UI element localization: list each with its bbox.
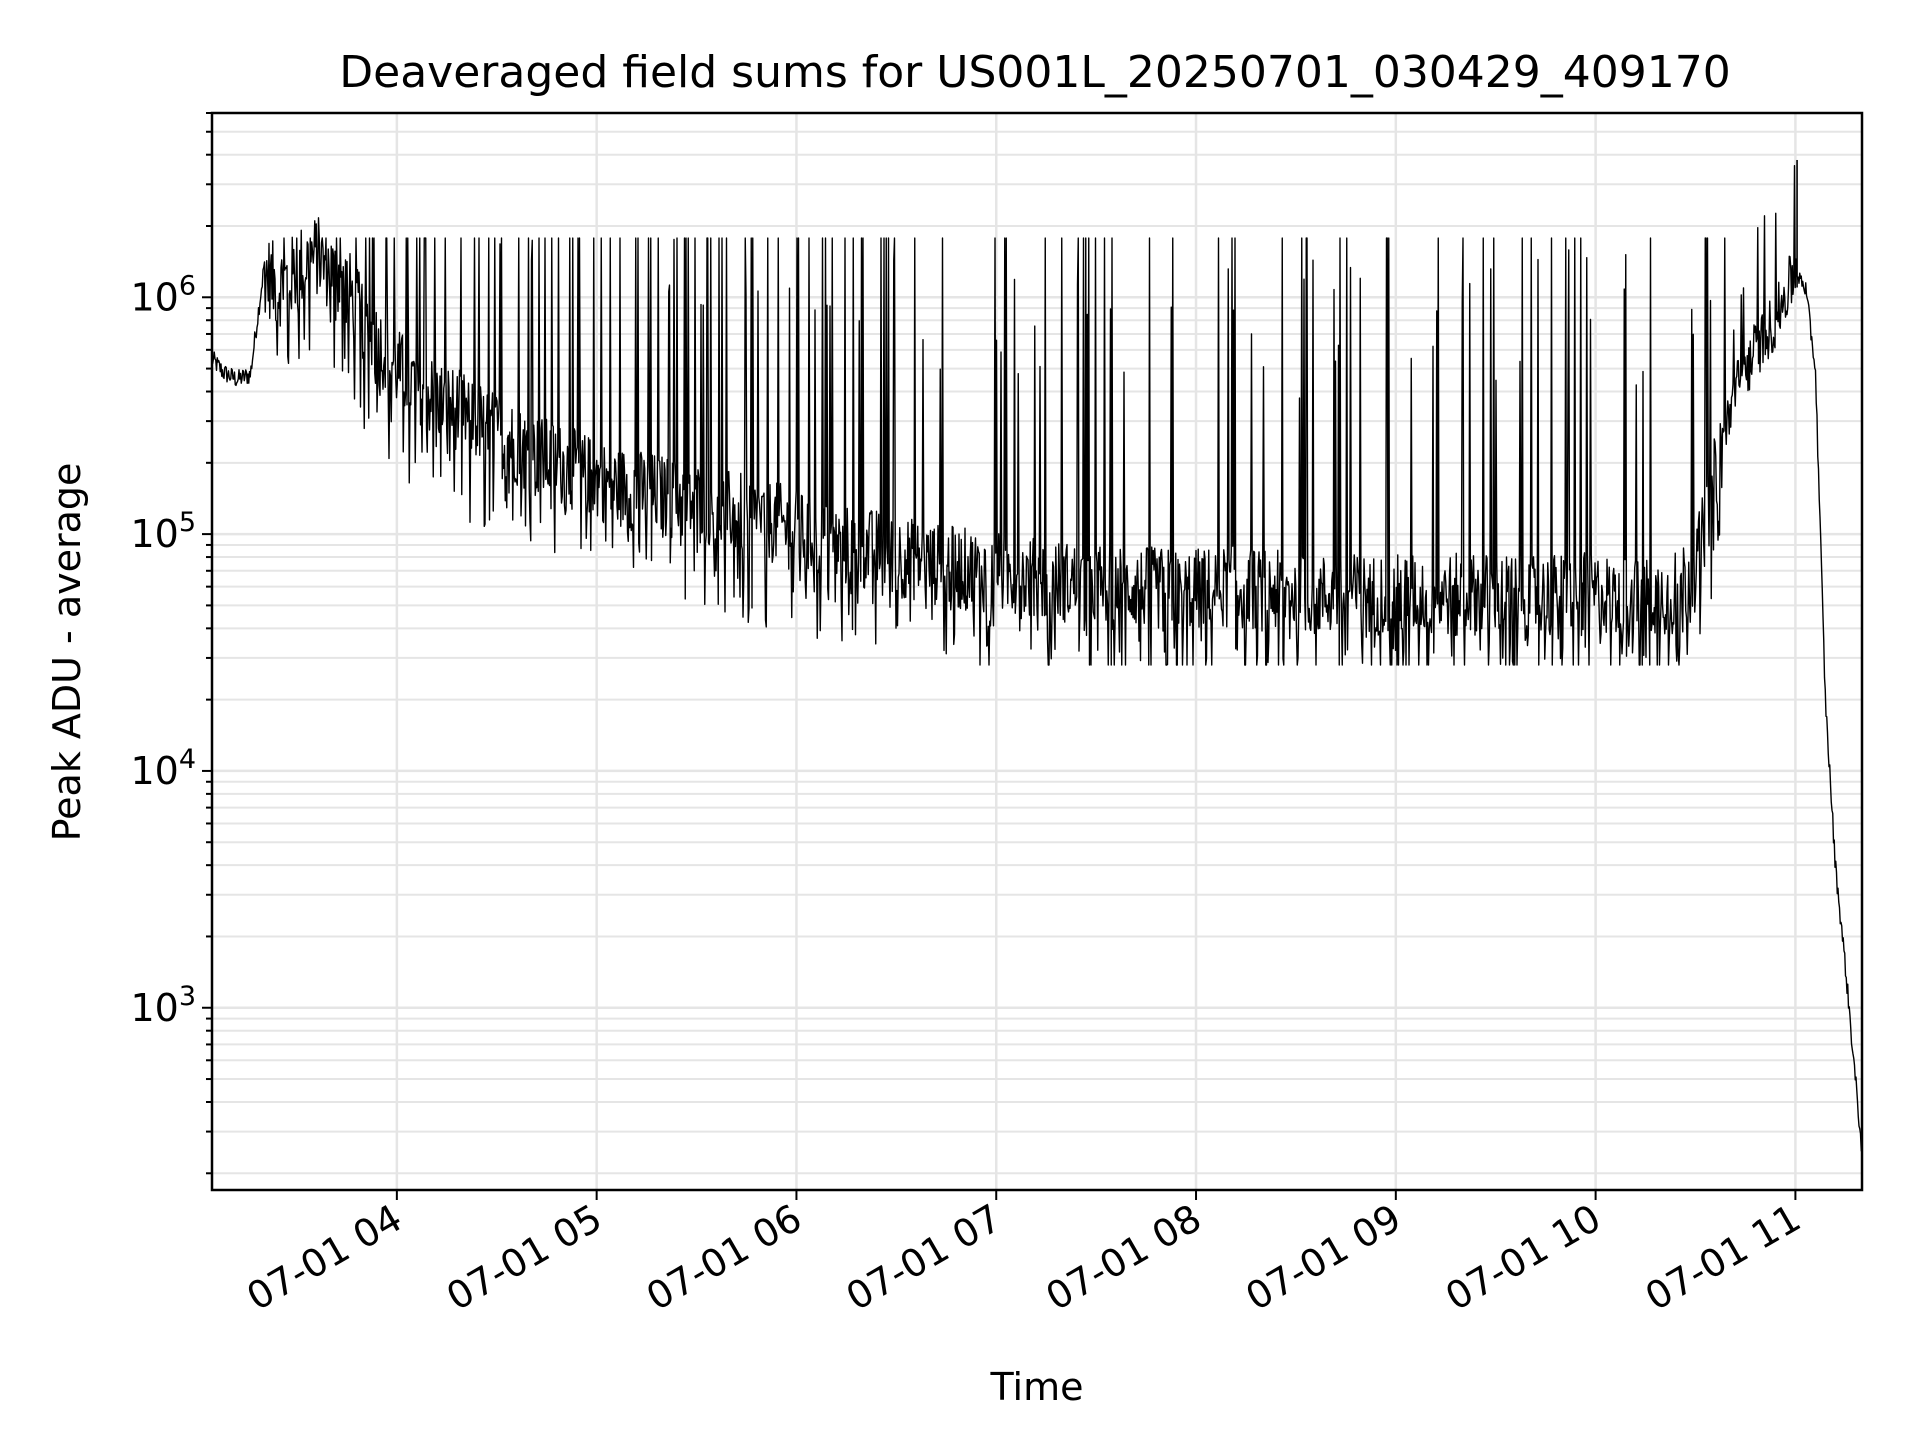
x-tick-label: 07-01 10 [1438,1196,1608,1320]
y-tick-label: 105 [130,507,196,556]
y-tick-label: 106 [130,270,196,319]
x-tick-label: 07-01 04 [239,1196,409,1320]
grid-lines [212,112,1862,1190]
y-axis-label: Peak ADU - average [45,463,89,842]
x-tick-label: 07-01 09 [1238,1196,1408,1320]
x-tick-label: 07-01 07 [839,1196,1009,1320]
x-axis-label: Time [990,1365,1084,1409]
x-tick-label: 07-01 05 [439,1196,609,1320]
plot-frame [210,111,1864,1192]
y-tick-label: 104 [130,744,196,793]
x-tick-label: 07-01 11 [1638,1196,1808,1320]
y-axis-ticks: 103 104 105 106 [130,112,212,1175]
chart-title: Deaveraged field sums for US001L_2025070… [339,47,1731,98]
x-axis-ticks: 07-01 04 07-01 05 07-01 06 07-01 07 07-01 08… [239,1190,1808,1319]
series-line [211,164,1863,1152]
x-tick-label: 07-01 08 [1039,1196,1209,1320]
x-tick-label: 07-01 06 [639,1196,809,1320]
series-line-group [211,159,1863,1152]
y-tick-label: 103 [130,981,196,1030]
